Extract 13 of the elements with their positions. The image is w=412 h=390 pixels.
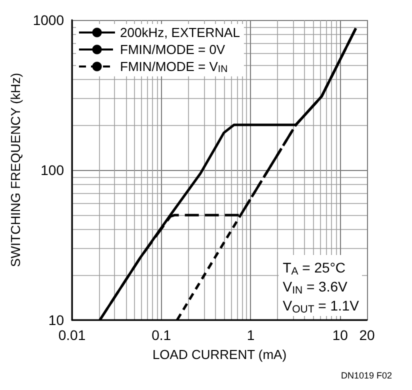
y-tick-label: 10 xyxy=(48,312,64,328)
text: DN1019 F02 xyxy=(340,370,392,380)
x-axis-title: LOAD CURRENT (mA) xyxy=(152,347,287,362)
x-tick-label: 0.1 xyxy=(152,327,172,343)
legend-label: 200kHz, EXTERNAL xyxy=(120,25,240,40)
x-tick-label: 10 xyxy=(332,327,348,343)
x-tick-label: 1 xyxy=(246,327,255,343)
y-axis-title: SWITCHING FREQUENCY (kHz) xyxy=(8,72,23,268)
x-tick-label: 20 xyxy=(359,327,375,343)
legend-label: FMIN/MODE = 0V xyxy=(120,42,226,57)
y-tick-label: 100 xyxy=(40,162,64,178)
x-tick-label: 0.01 xyxy=(58,327,86,343)
y-tick-label: 1000 xyxy=(32,12,64,28)
